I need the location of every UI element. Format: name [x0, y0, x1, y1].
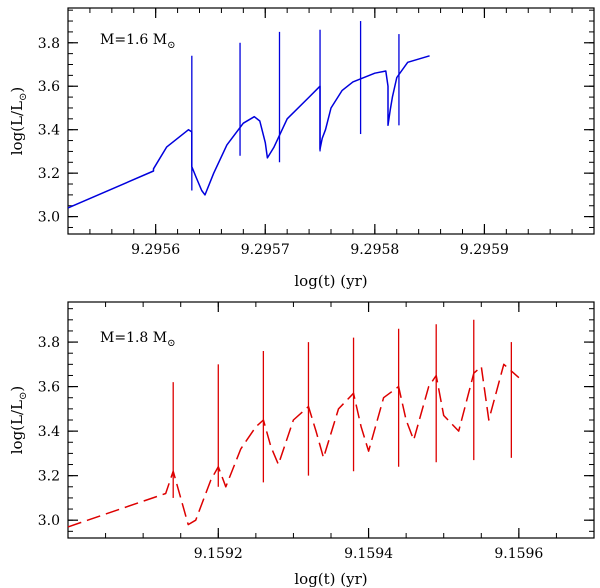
- bottom-y-tick-label: 3.0: [38, 513, 60, 529]
- top-x-tick-label: 9.2959: [460, 242, 509, 258]
- bottom-y-tick-label: 3.6: [38, 380, 60, 396]
- bottom-x-tick-label: 9.1592: [194, 546, 243, 562]
- top-x-tick-label: 9.2956: [131, 242, 180, 258]
- top-series-line: [67, 55, 430, 209]
- bottom-series-line: [67, 363, 520, 528]
- top-y-tick-label: 3.4: [38, 123, 60, 139]
- top-y-tick-label: 3.2: [38, 166, 60, 182]
- top-y-axis-label: log(L/L⊙): [8, 87, 29, 156]
- top-x-axis-label: log(t) (yr): [294, 272, 367, 290]
- bottom-mass-annotation: M=1.8 M⊙: [100, 330, 176, 349]
- bottom-y-axis-label: log(L/L⊙): [8, 386, 29, 455]
- top-x-tick-label: 9.2958: [350, 242, 399, 258]
- bottom-y-tick-label: 3.2: [38, 469, 60, 485]
- top-y-tick-label: 3.8: [38, 36, 60, 52]
- bottom-y-tick-label: 3.4: [38, 424, 60, 440]
- top-mass-annotation: M=1.6 M⊙: [100, 32, 176, 51]
- top-y-tick-label: 3.0: [38, 210, 60, 226]
- bottom-y-tick-label: 3.8: [38, 335, 60, 351]
- top-x-tick-label: 9.2957: [241, 242, 290, 258]
- top-y-tick-label: 3.6: [38, 79, 60, 95]
- bottom-x-tick-label: 9.1596: [494, 546, 543, 562]
- bottom-x-axis-label: log(t) (yr): [294, 570, 367, 588]
- bottom-x-tick-label: 9.1594: [344, 546, 393, 562]
